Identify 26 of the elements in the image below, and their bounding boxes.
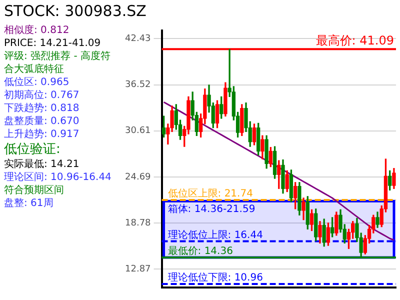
ref-line-label: 理论低位下限: 10.96 <box>168 272 263 284</box>
chart-title: STOCK: 300983.SZ <box>4 2 146 20</box>
text: 相似度: 0.812 <box>4 24 70 37</box>
text: 上升趋势: 0.917 <box>4 128 80 141</box>
text: PRICE: 14.21-41.09 <box>4 37 102 50</box>
ref-line-label: 最低价: 14.36 <box>168 245 233 258</box>
text: 低位区: 0.965 <box>4 76 70 89</box>
text: 符合预期区间 <box>4 184 65 197</box>
text: 理论区间: 10.96-16.44 <box>4 171 112 184</box>
text: 盘整: 61周 <box>4 197 54 210</box>
text: 下跌趋势: 0.818 <box>4 102 80 115</box>
y-tick-label: 18.78 <box>125 218 152 228</box>
y-tick-label: 30.61 <box>125 126 151 136</box>
ref-line-label: 低位区上限: 21.74 <box>168 188 253 200</box>
band-label: 箱体: 14.36-21.59 <box>168 202 256 215</box>
ref-line-label: 最高价: 41.09 <box>316 33 394 48</box>
y-tick-label: 12.87 <box>125 264 151 274</box>
text: 评级: 强烈推荐 - 高度符合大弧底特征 <box>4 50 112 76</box>
text: 低位验证: <box>4 141 62 158</box>
text: 初期高位: 0.767 <box>4 89 80 102</box>
text: 盘整质量: 0.670 <box>4 115 80 128</box>
ref-line-label: 理论低位上限: 16.44 <box>168 228 263 241</box>
y-tick-label: 42.43 <box>125 34 151 44</box>
text: 实际最低: 14.21 <box>4 158 80 171</box>
y-tick-label: 24.69 <box>125 172 152 182</box>
y-tick-label: 36.52 <box>125 80 151 90</box>
